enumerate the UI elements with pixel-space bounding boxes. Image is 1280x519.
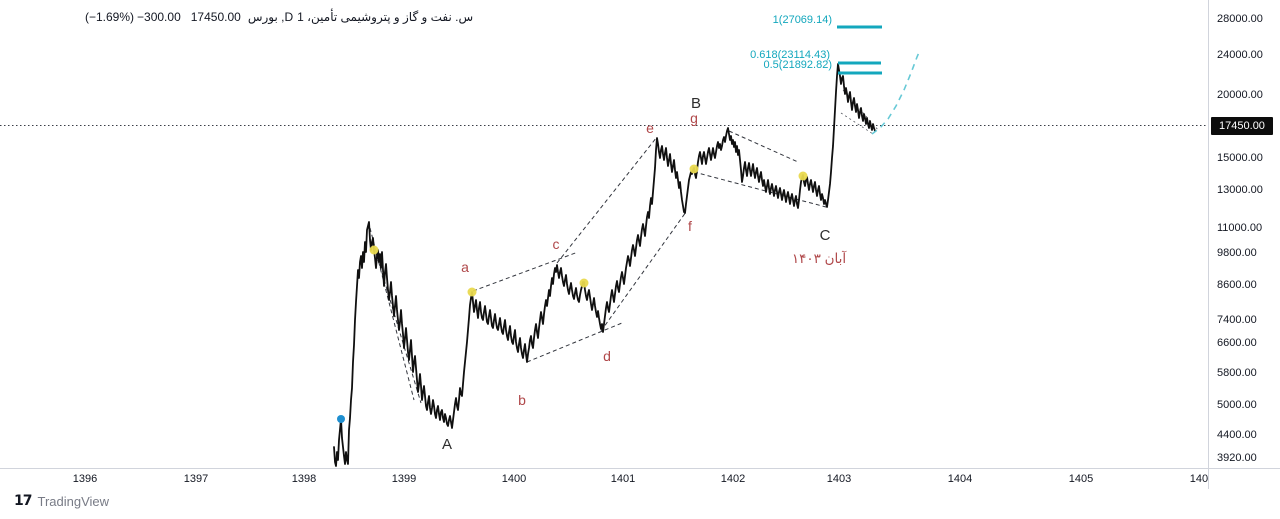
price-chart-svg[interactable]: 1(27069.14) 0.618(23114.43)0.5(21892.82) A… xyxy=(0,0,1208,468)
trendline-dashed[interactable] xyxy=(526,322,623,363)
price-axis-label: 20000.00 xyxy=(1217,89,1263,101)
wave-marker-dot[interactable] xyxy=(467,287,477,297)
time-axis-label: 1402 xyxy=(720,473,746,485)
time-axis-label: 1396 xyxy=(72,473,98,485)
price-axis-label: 5800.00 xyxy=(1217,367,1257,379)
annotation-aban-1403[interactable]: آبان ۱۴۰۳ xyxy=(792,250,848,266)
wave-label-b[interactable]: b xyxy=(518,392,526,408)
time-axis-label: 1401 xyxy=(610,473,636,485)
price-axis-label: 8600.00 xyxy=(1217,279,1257,291)
trendline-dashed[interactable] xyxy=(693,171,827,208)
interval-exchange-label: D, بورس xyxy=(247,10,294,24)
price-axis-label: 24000.00 xyxy=(1217,49,1263,61)
price-axis-label: 4400.00 xyxy=(1217,429,1257,441)
price-axis-label: 6600.00 xyxy=(1217,337,1257,349)
trendline-dashed[interactable] xyxy=(728,130,799,163)
wave-marker-dot[interactable] xyxy=(579,278,589,288)
wave-label-B[interactable]: B xyxy=(691,95,701,112)
symbol-title: س. نفت و گاز و پتروشیمی تأمین، 1 xyxy=(297,10,474,24)
price-line-series[interactable] xyxy=(333,63,876,467)
price-axis[interactable]: 17450.00 28000.00 24000.00 20000.00 15000.0… xyxy=(1208,0,1280,468)
price-axis-label: 13000.00 xyxy=(1217,184,1263,196)
wave-label-d[interactable]: d xyxy=(603,348,611,364)
wave-label-e[interactable]: e xyxy=(646,120,654,136)
fib-level-label: 0.5(21892.82) xyxy=(764,59,833,71)
price-axis-label: 5000.00 xyxy=(1217,399,1257,411)
last-price-badge: 17450.00 xyxy=(1211,117,1273,135)
time-axis-label: 1404 xyxy=(947,473,973,485)
axis-corner xyxy=(1208,468,1280,490)
change-percent: (−1.69%) xyxy=(85,10,135,24)
price-axis-label: 3920.00 xyxy=(1217,452,1257,464)
wave-label-A[interactable]: A xyxy=(442,436,452,453)
footer-bar: 17 TradingView xyxy=(0,489,1280,519)
wave-marker-dot[interactable] xyxy=(798,171,808,181)
trendline-dashed[interactable] xyxy=(556,136,658,264)
wave-label-c[interactable]: c xyxy=(553,236,560,252)
symbol-legend[interactable]: س. نفت و گاز و پتروشیمی تأمین، 1 D, بورس… xyxy=(85,8,473,26)
wave-marker-dot[interactable] xyxy=(369,245,379,255)
trendline-dashed[interactable] xyxy=(600,211,687,332)
fib-level-label: 1(27069.14) xyxy=(773,14,832,26)
time-axis-label: 1398 xyxy=(291,473,317,485)
price-axis-label: 7400.00 xyxy=(1217,314,1257,326)
price-axis-label: 9800.00 xyxy=(1217,247,1257,259)
price-axis-label: 11000.00 xyxy=(1217,222,1263,234)
trendline-dashed[interactable] xyxy=(472,251,579,292)
tradingview-logo[interactable]: 17 TradingView xyxy=(14,493,109,509)
tradingview-logo-text: TradingView xyxy=(37,493,110,509)
wave-label-g[interactable]: g xyxy=(690,110,698,126)
wave-label-f[interactable]: f xyxy=(688,218,692,234)
chart-pane[interactable]: 1(27069.14) 0.618(23114.43) 0.5(21892.82) A… xyxy=(0,0,1208,468)
projection-dashed-line[interactable] xyxy=(871,49,921,135)
wave-label-a[interactable]: a xyxy=(461,259,469,275)
wave-label-C[interactable]: C xyxy=(820,227,831,244)
change-value: −300.00 xyxy=(137,10,181,24)
wedge-dashed-line[interactable] xyxy=(840,112,874,135)
time-axis-label: 1406 xyxy=(1189,473,1208,485)
time-axis-label: 1403 xyxy=(826,473,852,485)
time-axis-label: 1400 xyxy=(501,473,527,485)
price-axis-label: 28000.00 xyxy=(1217,13,1263,25)
time-axis[interactable]: 1396 1397 1398 1399 1400 1401 1402 1403 1404 1405… xyxy=(0,468,1208,490)
fib-level-label: 0.618(23114.43) xyxy=(750,49,830,61)
price-axis-label: 15000.00 xyxy=(1217,152,1263,164)
wave-marker-dot[interactable] xyxy=(689,164,699,174)
last-price-value: 17450.00 xyxy=(190,10,241,24)
time-axis-label: 1397 xyxy=(183,473,209,485)
tradingview-logo-icon: 17 xyxy=(14,493,33,509)
start-marker-dot[interactable] xyxy=(337,415,345,423)
time-axis-label: 1399 xyxy=(391,473,417,485)
time-axis-label: 1405 xyxy=(1068,473,1094,485)
